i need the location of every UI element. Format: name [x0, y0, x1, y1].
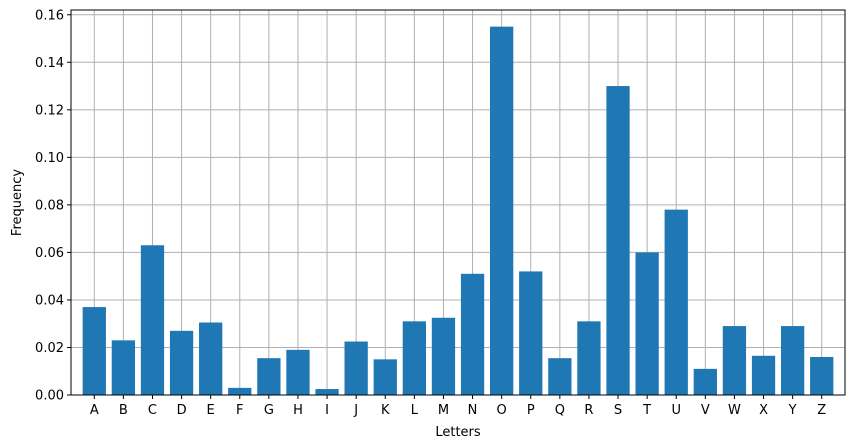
bar-g	[257, 358, 281, 395]
y-tick-label: 0.12	[35, 103, 64, 118]
y-tick-label: 0.14	[35, 56, 64, 71]
bar-w	[722, 326, 747, 395]
bar-i	[315, 389, 339, 395]
y-tick-label: 0.00	[35, 389, 64, 404]
x-tick-label: C	[148, 403, 157, 418]
x-tick-label: P	[527, 403, 535, 418]
bar-o	[490, 26, 514, 395]
bar-y	[780, 326, 805, 395]
bar-s	[606, 86, 630, 396]
x-tick-label: A	[90, 403, 99, 418]
bar-z	[810, 356, 834, 395]
bar-j	[344, 341, 368, 395]
y-tick-label: 0.02	[35, 341, 64, 356]
bar-a	[82, 307, 106, 395]
x-tick-label: K	[381, 403, 390, 418]
x-tick-label: T	[642, 403, 651, 418]
x-tick-label: X	[759, 403, 768, 418]
x-tick-label: O	[497, 403, 507, 418]
x-tick-label: N	[468, 403, 478, 418]
x-tick-label: B	[119, 403, 128, 418]
bar-l	[402, 321, 426, 395]
y-tick-label: 0.10	[35, 151, 64, 166]
x-axis-label: Letters	[435, 425, 481, 440]
x-tick-label: S	[614, 403, 622, 418]
x-tick-label: E	[207, 403, 215, 418]
bar-h	[286, 349, 310, 395]
x-tick-label: R	[584, 403, 593, 418]
bars	[82, 26, 834, 396]
y-tick-label: 0.16	[35, 8, 64, 23]
bar-d	[169, 330, 194, 395]
x-tick-label: Y	[788, 403, 797, 418]
x-tick-label: Z	[817, 403, 826, 418]
y-tick-label: 0.06	[35, 246, 64, 261]
y-tick-label: 0.08	[35, 198, 64, 213]
y-tick-label: 0.04	[35, 293, 64, 308]
plot-frame	[70, 9, 846, 396]
x-tick-label: L	[411, 403, 419, 418]
x-tick-label: U	[671, 403, 681, 418]
x-tick-label: V	[701, 403, 710, 418]
bar-t	[635, 252, 659, 395]
x-tick-label: J	[353, 403, 358, 418]
bar-q	[548, 358, 572, 395]
x-tick-label: M	[438, 403, 449, 418]
x-tick-label: D	[177, 403, 187, 418]
axis-ticks: 0.00 0.02 0.04 0.06 0.08 0.10 0.12 0.14 0.16 A B C D…	[35, 8, 826, 418]
bar-f	[228, 387, 252, 395]
x-tick-label: Q	[555, 403, 565, 418]
bar-n	[460, 273, 485, 395]
y-axis-label: Frequency	[10, 169, 25, 236]
x-tick-label: G	[264, 403, 274, 418]
x-tick-label: I	[325, 403, 329, 418]
bar-x	[751, 355, 776, 395]
bar-c	[140, 245, 165, 395]
x-tick-label: W	[728, 403, 741, 418]
bar-u	[664, 209, 688, 395]
bar-r	[577, 321, 601, 395]
bar-b	[111, 340, 136, 395]
bar-m	[431, 317, 456, 395]
bar-p	[519, 271, 543, 395]
x-tick-label: H	[293, 403, 303, 418]
bar-k	[373, 359, 397, 395]
bar-v	[693, 368, 717, 395]
bar-e	[199, 322, 223, 395]
x-tick-label: F	[236, 403, 243, 418]
